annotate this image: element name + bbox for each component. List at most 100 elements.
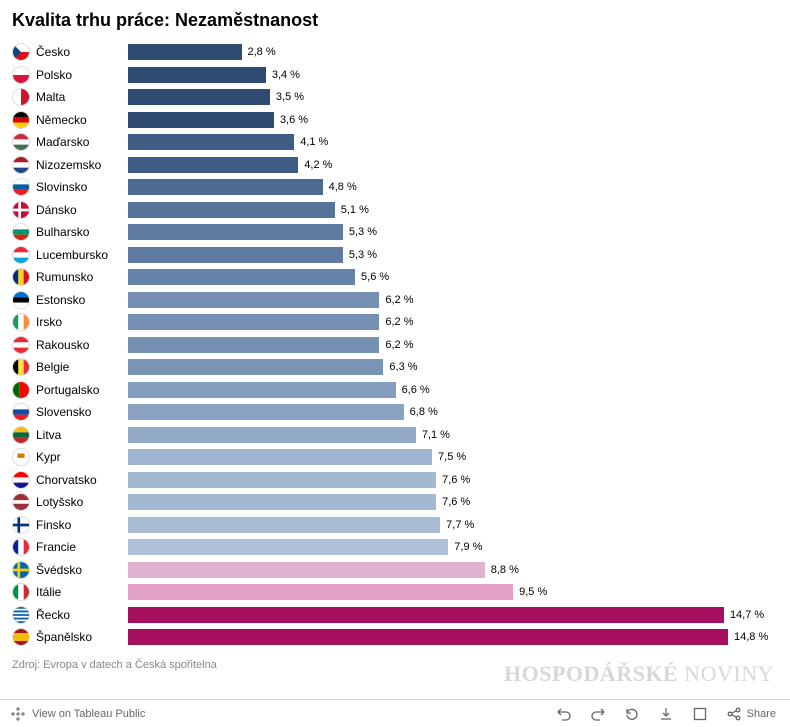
- country-label: Polsko: [36, 68, 128, 82]
- bar[interactable]: [128, 134, 294, 150]
- bar[interactable]: [128, 337, 379, 353]
- value-label: 7,6 %: [442, 496, 470, 508]
- bar-row: Nizozemsko4,2 %: [12, 154, 778, 177]
- bar[interactable]: [128, 382, 396, 398]
- country-label: Estonsko: [36, 293, 128, 307]
- share-button[interactable]: Share: [726, 706, 776, 722]
- value-label: 7,5 %: [438, 451, 466, 463]
- bar[interactable]: [128, 427, 416, 443]
- fullscreen-icon[interactable]: [692, 706, 708, 722]
- bar-row: Švédsko8,8 %: [12, 559, 778, 582]
- value-label: 3,6 %: [280, 114, 308, 126]
- flag-icon: [12, 516, 30, 534]
- bar-row: Estonsko6,2 %: [12, 289, 778, 312]
- bar[interactable]: [128, 404, 404, 420]
- bar-row: Rakousko6,2 %: [12, 334, 778, 357]
- bar[interactable]: [128, 494, 436, 510]
- bar-area: 6,2 %: [128, 289, 778, 312]
- country-label: Chorvatsko: [36, 473, 128, 487]
- country-label: Lucembursko: [36, 248, 128, 262]
- flag-icon: [12, 246, 30, 264]
- flag-icon: [12, 583, 30, 601]
- flag-icon: [12, 178, 30, 196]
- country-label: Slovensko: [36, 405, 128, 419]
- bar[interactable]: [128, 292, 379, 308]
- bar-row: Rumunsko5,6 %: [12, 266, 778, 289]
- value-label: 4,2 %: [304, 159, 332, 171]
- value-label: 5,6 %: [361, 271, 389, 283]
- country-label: Finsko: [36, 518, 128, 532]
- reset-icon[interactable]: [624, 706, 640, 722]
- country-label: Bulharsko: [36, 225, 128, 239]
- bar[interactable]: [128, 359, 383, 375]
- bar[interactable]: [128, 247, 343, 263]
- bar-area: 2,8 %: [128, 41, 778, 64]
- bar-row: Lucembursko 5,3 %: [12, 244, 778, 267]
- value-label: 9,5 %: [519, 586, 547, 598]
- value-label: 3,5 %: [276, 91, 304, 103]
- flag-icon: [12, 336, 30, 354]
- source-text: Zdroj: Evropa v datech a Česká spořiteln…: [0, 659, 790, 671]
- toolbar-right: Share: [556, 706, 790, 722]
- country-label: Litva: [36, 428, 128, 442]
- view-on-tableau-button[interactable]: View on Tableau Public: [0, 706, 145, 722]
- bar[interactable]: [128, 472, 436, 488]
- bar[interactable]: [128, 202, 335, 218]
- bar[interactable]: [128, 607, 724, 623]
- bar-rows: Česko2,8 %Polsko3,4 %Malta3,5 %Německo3,…: [12, 41, 778, 649]
- bar-area: 5,3 %: [128, 244, 778, 267]
- value-label: 6,2 %: [385, 316, 413, 328]
- bar[interactable]: [128, 269, 355, 285]
- country-label: Portugalsko: [36, 383, 128, 397]
- country-label: Lotyšsko: [36, 495, 128, 509]
- undo-icon[interactable]: [556, 706, 572, 722]
- share-label: Share: [747, 708, 776, 720]
- bar-row: Česko2,8 %: [12, 41, 778, 64]
- bar[interactable]: [128, 157, 298, 173]
- bar[interactable]: [128, 224, 343, 240]
- bar[interactable]: [128, 449, 432, 465]
- bar-row: Portugalsko6,6 %: [12, 379, 778, 402]
- bar-area: 7,5 %: [128, 446, 778, 469]
- bar-row: Slovensko 6,8 %: [12, 401, 778, 424]
- value-label: 7,7 %: [446, 519, 474, 531]
- country-label: Francie: [36, 540, 128, 554]
- country-label: Belgie: [36, 360, 128, 374]
- bar-row: Belgie6,3 %: [12, 356, 778, 379]
- download-icon[interactable]: [658, 706, 674, 722]
- country-label: Dánsko: [36, 203, 128, 217]
- bar-area: 4,2 %: [128, 154, 778, 177]
- flag-icon: [12, 358, 30, 376]
- country-label: Irsko: [36, 315, 128, 329]
- bar[interactable]: [128, 179, 323, 195]
- bar-area: 6,2 %: [128, 311, 778, 334]
- flag-icon: [12, 313, 30, 331]
- bar[interactable]: [128, 44, 242, 60]
- bar[interactable]: [128, 584, 513, 600]
- bar[interactable]: [128, 112, 274, 128]
- flag-icon: [12, 538, 30, 556]
- bar-area: 3,5 %: [128, 86, 778, 109]
- bar[interactable]: [128, 562, 485, 578]
- value-label: 7,1 %: [422, 429, 450, 441]
- value-label: 6,2 %: [385, 339, 413, 351]
- bar[interactable]: [128, 517, 440, 533]
- flag-icon: [12, 111, 30, 129]
- value-label: 6,8 %: [410, 406, 438, 418]
- value-label: 14,8 %: [734, 631, 768, 643]
- bar-area: 3,4 %: [128, 64, 778, 87]
- value-label: 5,3 %: [349, 249, 377, 261]
- value-label: 7,9 %: [454, 541, 482, 553]
- bar[interactable]: [128, 67, 266, 83]
- bar[interactable]: [128, 89, 270, 105]
- redo-icon[interactable]: [590, 706, 606, 722]
- flag-icon: [12, 223, 30, 241]
- bar-row: Dánsko5,1 %: [12, 199, 778, 222]
- bar-area: 7,9 %: [128, 536, 778, 559]
- bar[interactable]: [128, 314, 379, 330]
- chart-container: Kvalita trhu práce: Nezaměstnanost Česko…: [0, 0, 790, 649]
- bar-area: 4,1 %: [128, 131, 778, 154]
- bar[interactable]: [128, 539, 448, 555]
- bar-row: Itálie9,5 %: [12, 581, 778, 604]
- bar[interactable]: [128, 629, 728, 645]
